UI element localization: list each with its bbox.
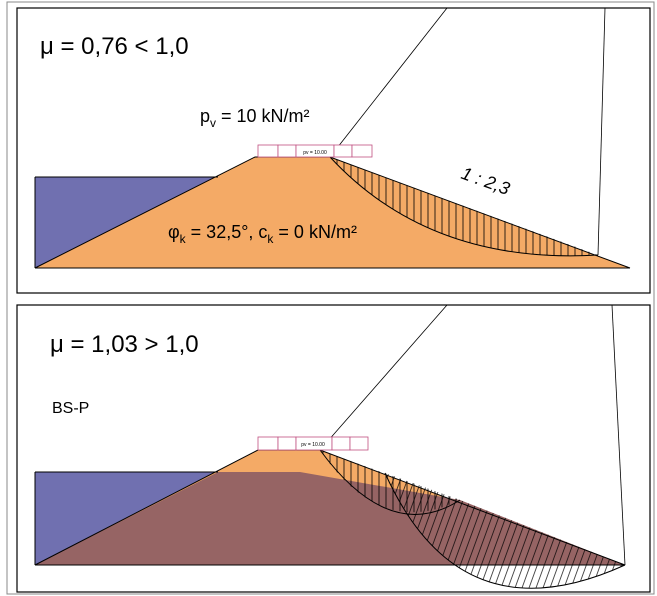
title: μ = 0,76 < 1,0 xyxy=(40,33,189,60)
load-symbol: p xyxy=(200,106,210,126)
slip-body xyxy=(385,473,625,589)
panel-2: pv = 10.00 μ = 1,03 > 1,0 BS-P xyxy=(16,304,651,593)
soil-text: = 0 kN/m² xyxy=(273,222,357,242)
load-sub: v xyxy=(210,116,216,130)
slip-surface xyxy=(319,449,461,515)
load-text: = 10 kN/m² xyxy=(216,106,310,126)
soil-text: = 32,5°, c xyxy=(186,222,268,242)
load-boxes xyxy=(257,436,369,451)
slip-surface xyxy=(329,156,599,257)
title: μ = 1,03 > 1,0 xyxy=(50,331,199,358)
load-box-label: pv = 10.00 xyxy=(303,150,327,156)
circle-line xyxy=(319,304,448,451)
outer-frame xyxy=(6,1,655,595)
load-boxes xyxy=(257,144,373,158)
load-label: pv = 10 kN/m² xyxy=(200,106,310,130)
circle-line xyxy=(611,304,626,566)
label: BS-P xyxy=(52,400,89,417)
soil-sub: k xyxy=(267,232,274,246)
load-box-label: pv = 10.00 xyxy=(301,442,325,448)
soil-sub: k xyxy=(180,232,187,246)
panel-1: pv = 10.00 μ = 0,76 < 1,0 pv = 10 kN/m² … xyxy=(16,7,651,294)
soil-label: φk = 32,5°, ck = 0 kN/m² xyxy=(168,222,357,246)
circle-line xyxy=(329,7,448,158)
soil-symbol: φ xyxy=(168,222,180,242)
circle-line xyxy=(597,7,606,256)
slip-surface xyxy=(384,472,626,589)
